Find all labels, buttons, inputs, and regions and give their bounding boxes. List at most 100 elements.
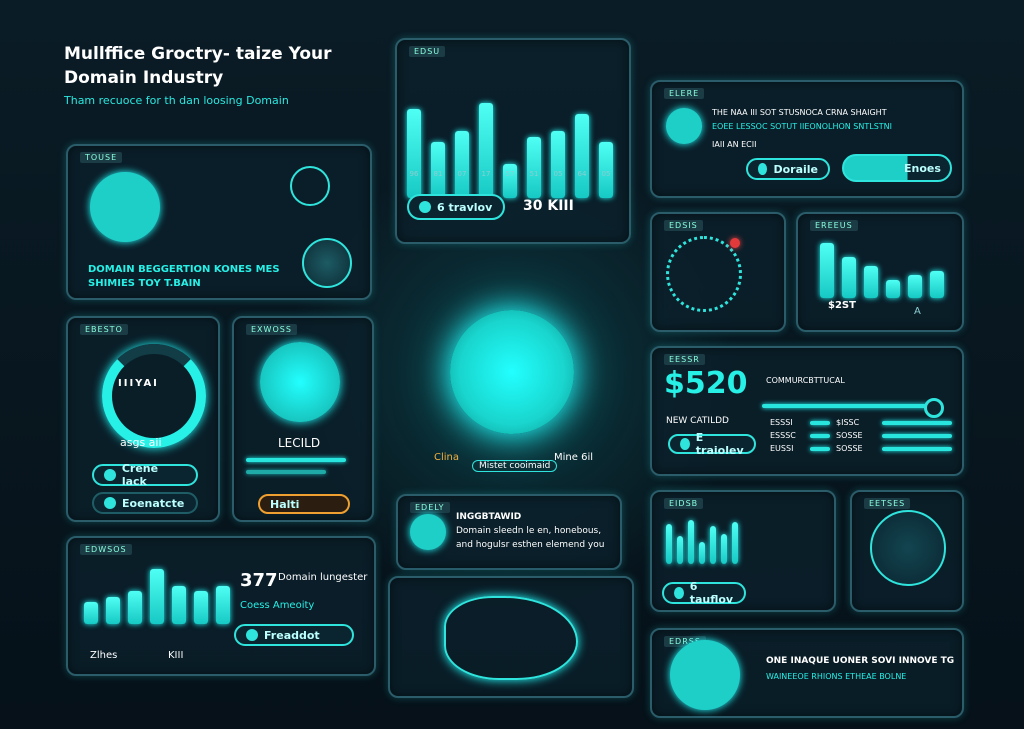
panel-tag: EDWSOS: [80, 544, 132, 555]
ring-card-button-1[interactable]: Crene lack: [92, 462, 198, 488]
wave-bar: [688, 520, 694, 564]
ring-label: asgs aii: [120, 436, 162, 449]
bottom-right-line1: ONE INAQUE UONER SOVI INNOVE TG: [766, 656, 955, 666]
gauge-card: EXWOSS LECILD Halti: [232, 316, 374, 522]
chart-bar: [407, 108, 421, 198]
price-slider-handle[interactable]: [924, 398, 944, 418]
bottom-left-text2: Coess Ameoity: [240, 600, 315, 611]
chart-bar: [84, 602, 98, 624]
globe-panel: EETSES: [850, 490, 964, 612]
price-button[interactable]: E traiolev: [668, 431, 756, 457]
bottom-left-foot1: Zlhes: [90, 650, 118, 661]
price-row-value: $ISSC: [836, 418, 860, 427]
bottom-right-line2: WAINEEOE RHIONS ETHEAE BOLNE: [766, 672, 907, 681]
panel-tag: EIDSB: [664, 498, 704, 509]
note-body-1: Domain sleedn le en, honebous,: [456, 526, 602, 536]
ring-card: EBESTO IIIYAI asgs aii Crene lack Eoenat…: [66, 316, 220, 522]
top-right-button-2[interactable]: Enoes: [842, 154, 952, 182]
price-row: ESSSC SOSSE: [770, 431, 952, 440]
tick-label: 07: [457, 170, 467, 178]
chart-bar: [431, 142, 445, 198]
price-row: ESSSI $ISSC: [770, 418, 952, 427]
top-bar-chart: [407, 68, 613, 198]
bottom-left-bar-chart: [84, 564, 230, 624]
center-label-left: Clina: [434, 452, 460, 463]
chart-bar: [479, 103, 493, 198]
top-chart-value: 30 KIII: [523, 198, 574, 214]
toggle-icon: [758, 163, 768, 175]
chart-bar: [551, 130, 565, 198]
top-chart-panel: EDSU 96 81 07 17 57 51 05 64 05 6 travlov 30 KII…: [395, 38, 631, 244]
price-row-value: SOSSE: [836, 431, 863, 440]
toggle-icon: [104, 469, 116, 481]
price-row: EUSSI SOSSE: [770, 444, 952, 453]
waveform-button[interactable]: 6 tauflov: [662, 580, 746, 606]
price-row-value: SOSSE: [836, 444, 863, 453]
radar-alert-icon: [730, 238, 740, 248]
tick-label: 51: [529, 170, 539, 178]
gauge-circle: [260, 342, 340, 422]
top-right-line2: EOEE LESSOC SOTUT IIEONOLHON SNTLSTNI: [712, 122, 893, 131]
price-title: COMMURCBTTUCAL: [766, 376, 845, 385]
center-label-mid: Mistet cooimaid: [472, 460, 558, 472]
chart-bar: [930, 270, 944, 298]
chart-bar: [820, 243, 834, 298]
price-row-label: ESSSC: [770, 431, 796, 440]
wave-bar: [710, 526, 716, 564]
small-bars-axis: A: [914, 306, 921, 317]
gauge-bar-1: [246, 458, 346, 462]
gauge-button[interactable]: Halti: [258, 494, 350, 514]
chart-bar: [128, 591, 142, 624]
globe-icon: [870, 510, 946, 586]
chart-bar: [503, 164, 517, 198]
panel-tag: EDELY: [410, 502, 450, 513]
top-chart-button[interactable]: 6 travlov: [407, 194, 505, 220]
ring-card-button-2[interactable]: Eoenatcte: [92, 492, 198, 514]
price-row-bar: [882, 420, 952, 425]
price-row-bar: [882, 433, 952, 438]
tick-label: 17: [481, 170, 491, 178]
ring-button-1-label: Crene lack: [121, 462, 159, 488]
page-title: Mullffice Groctry- taize Your Domain Ind…: [64, 44, 332, 88]
chart-bar: [842, 256, 856, 298]
toggle-icon: [674, 587, 684, 599]
note-icon: [410, 514, 446, 550]
wave-bar: [699, 542, 705, 564]
bottom-left-button[interactable]: Freaddot: [234, 624, 354, 646]
waveform-bars: [666, 516, 738, 564]
panel-tag: EBESTO: [80, 324, 128, 335]
panel-tag: EDSIS: [664, 220, 703, 231]
top-right-button-1[interactable]: Doraile: [746, 158, 830, 180]
price-row-bar: [810, 446, 830, 451]
top-right-button-2-label: Enoes: [904, 161, 941, 175]
top-right-line1: THE NAA III SOT STUSNOCA CRNA SHAIGHT: [712, 108, 887, 117]
chart-bar: [172, 585, 186, 624]
chart-bar: [599, 142, 613, 198]
profile-icon: [666, 108, 702, 144]
chart-bar: [106, 596, 120, 624]
tick-label: 05: [553, 170, 563, 178]
bottom-left-foot2: KIII: [168, 650, 184, 661]
domain-text-line2: SHIMIES TOY T.BAIN: [88, 278, 201, 289]
wave-bar: [721, 534, 727, 564]
panel-tag: EETSES: [864, 498, 911, 509]
price-row-label: ESSSI: [770, 418, 793, 427]
domain-registration-panel: TOUSE DOMAIN BEGGERTION KONES MES SHIMIE…: [66, 144, 372, 300]
top-right-line3: IAII AN ECII: [712, 140, 757, 149]
ring-button-2-label: Eoenatcte: [122, 496, 185, 510]
radar-circle: [666, 236, 742, 312]
center-note-panel: EDELY INGGBTAWID Domain sleedn le en, ho…: [396, 494, 622, 570]
toggle-icon: [680, 438, 690, 450]
tick-label: 96: [409, 170, 419, 178]
bottom-left-button-label: Freaddot: [264, 628, 320, 642]
tick-label: 05: [601, 170, 611, 178]
center-orb: [450, 310, 574, 434]
panel-tag: EDRSS: [664, 636, 706, 647]
price-slider-track[interactable]: [762, 404, 932, 408]
tick-label: 57: [505, 170, 515, 178]
chart-bar: [908, 275, 922, 298]
chart-bar: [150, 569, 164, 624]
bookmark-icon: [104, 497, 116, 509]
chart-bar: [886, 279, 900, 298]
domain-illustration-icon: [90, 172, 160, 242]
